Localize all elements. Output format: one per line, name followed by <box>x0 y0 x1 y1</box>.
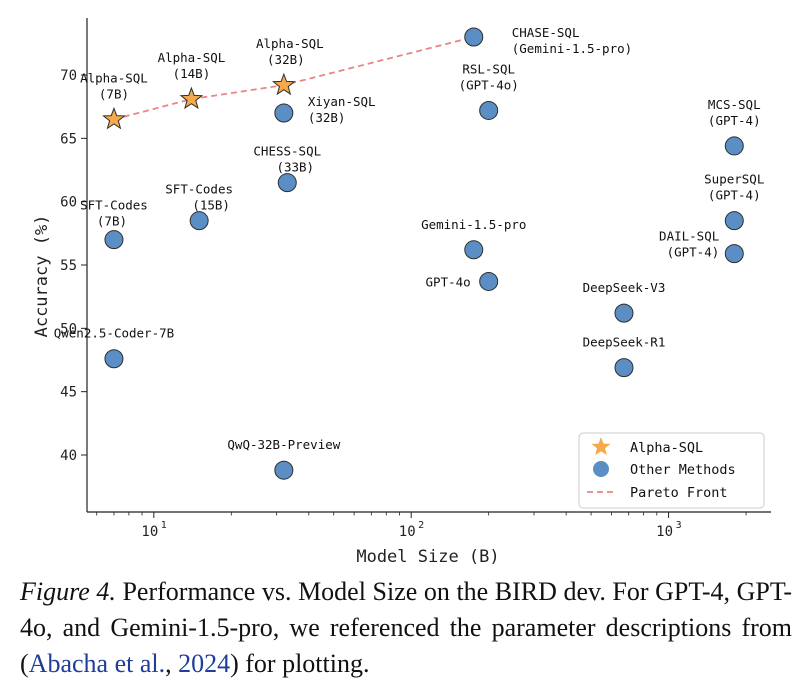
point-label: CHASE-SQL <box>512 25 580 40</box>
point-label: (GPT-4) <box>708 113 761 128</box>
x-tick-label-base: 10 <box>141 524 158 540</box>
figure-caption: Figure 4. Performance vs. Model Size on … <box>20 574 792 682</box>
other-method-marker <box>724 211 744 231</box>
other-method-marker <box>614 303 634 323</box>
legend-label: Pareto Front <box>630 485 728 501</box>
point-label: (14B) <box>173 66 211 81</box>
point-label: CHESS-SQL <box>253 144 321 159</box>
other-method-marker <box>724 244 744 264</box>
point-label: DAIL-SQL <box>659 229 719 244</box>
point-label: DeepSeek-R1 <box>583 335 666 350</box>
point-label: (33B) <box>276 160 314 175</box>
other-method-marker <box>464 240 484 260</box>
point-label: Xiyan-SQL <box>308 94 376 109</box>
y-tick-label: 60 <box>60 195 77 211</box>
point-label: (GPT-4) <box>708 188 761 203</box>
other-method-marker <box>274 103 294 123</box>
x-tick-label-exponent: 2 <box>418 520 424 531</box>
legend-circle-icon <box>593 461 609 477</box>
point-label: (GPT-4) <box>667 245 720 260</box>
data-points-layer <box>102 27 744 480</box>
point-label: Gemini-1.5-pro <box>421 217 526 232</box>
point-label: GPT-4o <box>426 274 471 289</box>
legend-label: Other Methods <box>630 462 736 478</box>
y-tick-label: 50 <box>60 321 77 337</box>
point-labels-layer: Alpha-SQL(7B)Alpha-SQL(14B)Alpha-SQL(32B… <box>54 25 765 452</box>
alpha-sql-star-marker <box>102 106 126 130</box>
point-label: RSL-SQL <box>462 61 515 76</box>
other-method-marker <box>104 349 124 369</box>
x-tick-label-exponent: 1 <box>161 520 167 531</box>
figure-label: Figure 4. <box>20 577 116 606</box>
point-label: (Gemini-1.5-pro) <box>512 41 632 56</box>
legend: Alpha-SQL Other Methods Pareto Front <box>578 432 765 509</box>
x-axis-label: Model Size (B) <box>356 547 499 567</box>
other-method-marker <box>104 230 124 250</box>
x-tick-label-exponent: 3 <box>676 520 682 531</box>
alpha-sql-star-marker <box>272 72 296 96</box>
point-label: (32B) <box>308 110 346 125</box>
legend-label: Alpha-SQL <box>630 440 703 456</box>
point-label: (7B) <box>97 214 127 229</box>
point-label: SFT-Codes <box>165 182 233 197</box>
other-method-marker <box>724 136 744 156</box>
alpha-sql-star-marker <box>179 86 204 110</box>
x-tick-label-base: 10 <box>656 524 673 540</box>
y-tick-label: 70 <box>60 68 77 84</box>
y-tick-label: 40 <box>60 448 77 464</box>
point-label: (15B) <box>192 198 230 213</box>
point-label: (32B) <box>267 52 305 67</box>
legend-box <box>578 432 765 509</box>
other-method-marker <box>274 460 294 480</box>
caption-text-before: Performance vs. Model Size on the BIRD d… <box>20 577 792 678</box>
other-method-marker <box>189 211 209 231</box>
point-label: MCS-SQL <box>708 97 761 112</box>
point-label: Alpha-SQL <box>80 70 148 85</box>
pareto-front-layer <box>113 36 475 121</box>
other-method-marker <box>464 27 484 47</box>
other-method-marker <box>479 100 499 120</box>
y-tick-label: 55 <box>60 258 77 274</box>
point-label: SFT-Codes <box>80 198 148 213</box>
point-label: SuperSQL <box>704 172 764 187</box>
point-label: (7B) <box>99 86 129 101</box>
point-label: QwQ-32B-Preview <box>227 437 340 452</box>
other-method-marker <box>479 271 499 291</box>
point-label: Qwen2.5-Coder-7B <box>54 326 174 341</box>
legend-star-icon <box>591 437 611 456</box>
other-method-marker <box>614 358 634 378</box>
point-label: DeepSeek-V3 <box>583 280 666 295</box>
citation-link-author[interactable]: Abacha et al. <box>28 649 166 678</box>
x-tick-label-base: 10 <box>399 524 416 540</box>
point-label: Alpha-SQL <box>158 50 226 65</box>
other-method-marker <box>277 173 297 193</box>
y-axis-label: Accuracy (%) <box>32 215 52 338</box>
point-label: (GPT-4o) <box>459 77 519 92</box>
caption-text-after: ) for plotting. <box>230 649 370 678</box>
pareto-front-line <box>113 36 475 121</box>
point-label: Alpha-SQL <box>256 36 324 51</box>
citation-link-year[interactable]: 2024 <box>178 649 231 678</box>
y-tick-label: 45 <box>60 385 77 401</box>
y-tick-label: 65 <box>60 131 77 147</box>
citation-separator: , <box>165 649 179 678</box>
